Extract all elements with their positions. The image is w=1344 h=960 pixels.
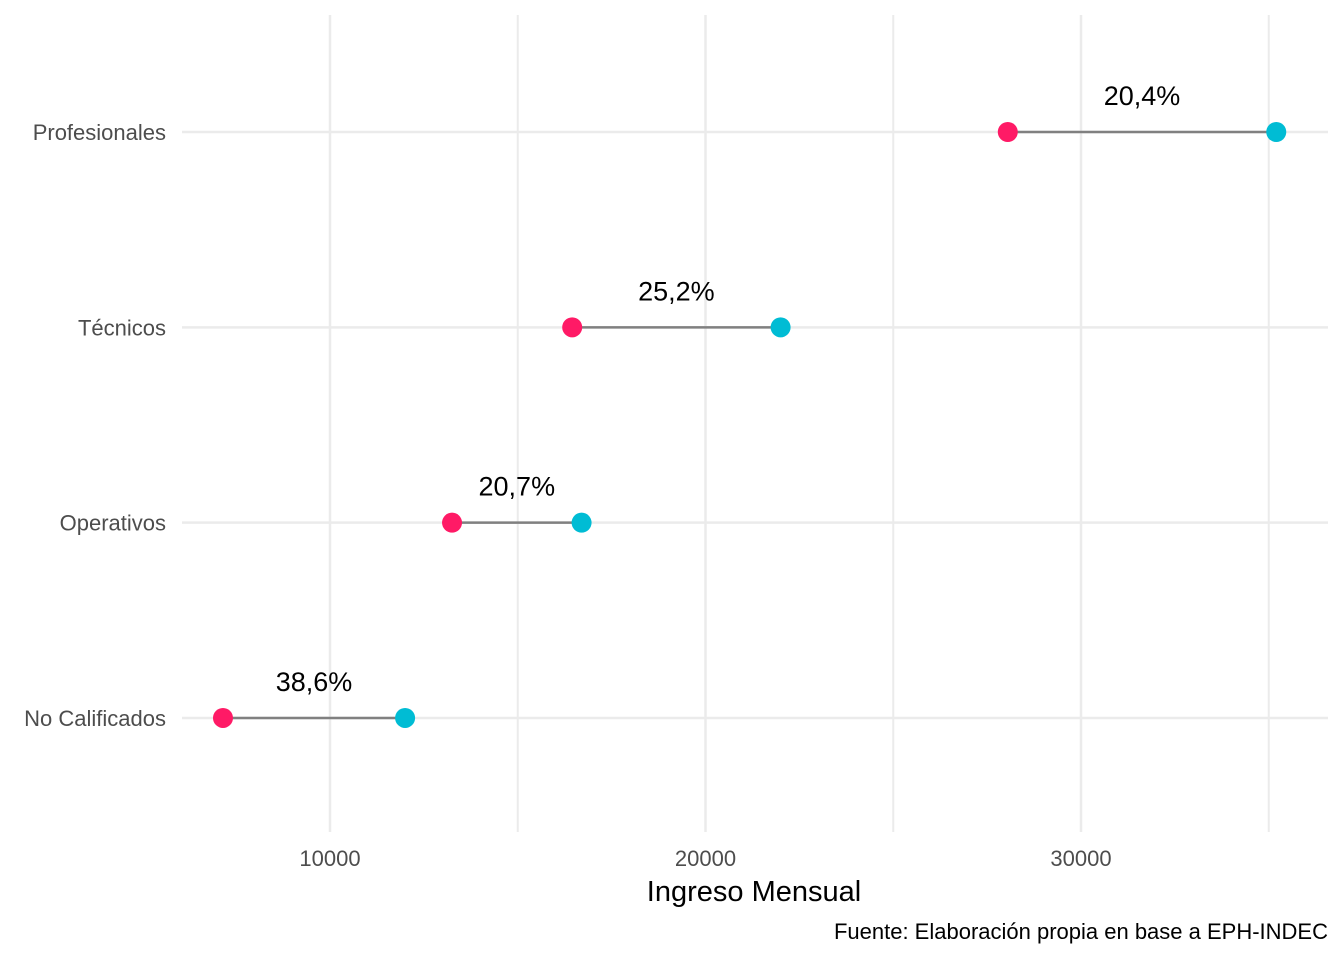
dumbbell-points bbox=[212, 122, 1287, 728]
end-point bbox=[395, 707, 416, 728]
end-point bbox=[770, 317, 791, 338]
gap-percent-labels: 20,4% 25,2% 20,7% 38,6% bbox=[276, 81, 1181, 697]
gap-percent-label: 25,2% bbox=[638, 276, 715, 306]
start-point bbox=[442, 512, 463, 533]
y-axis-tick-labels: Profesionales Técnicos Operativos No Califi… bbox=[24, 120, 166, 731]
major-y-gridlines bbox=[182, 130, 1328, 720]
major-x-gridlines bbox=[328, 15, 1083, 832]
x-axis-title: Ingreso Mensual bbox=[647, 876, 861, 908]
gap-percent-label: 38,6% bbox=[276, 667, 353, 697]
y-tick-label: No Calificados bbox=[24, 706, 166, 731]
x-axis-tick-labels: 10000 20000 30000 bbox=[299, 846, 1111, 871]
x-tick-label: 30000 bbox=[1050, 846, 1111, 871]
y-tick-label: Operativos bbox=[60, 511, 166, 536]
start-point bbox=[562, 317, 583, 338]
x-tick-label: 10000 bbox=[299, 846, 360, 871]
dumbbell-segments bbox=[222, 130, 1277, 720]
end-point bbox=[1266, 122, 1287, 142]
x-tick-label: 20000 bbox=[675, 846, 736, 871]
minor-gridlines bbox=[516, 15, 1270, 832]
gap-percent-label: 20,4% bbox=[1104, 81, 1181, 111]
start-point bbox=[997, 122, 1018, 142]
y-tick-label: Técnicos bbox=[78, 315, 166, 340]
chart-caption: Fuente: Elaboración propia en base a EPH… bbox=[834, 919, 1328, 944]
gap-percent-label: 20,7% bbox=[479, 472, 556, 502]
end-point bbox=[571, 512, 592, 533]
start-point bbox=[212, 707, 233, 728]
y-tick-label: Profesionales bbox=[33, 120, 166, 145]
